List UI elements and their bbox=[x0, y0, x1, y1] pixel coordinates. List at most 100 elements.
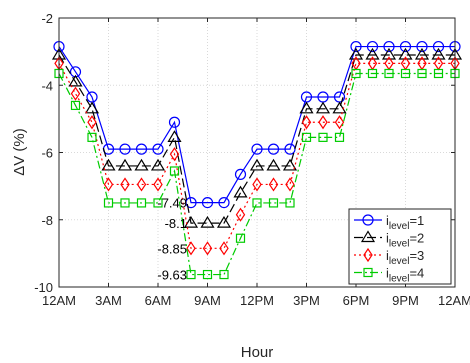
data-point bbox=[68, 74, 83, 87]
data-point bbox=[119, 143, 131, 155]
legend-label-subscript: level bbox=[389, 274, 410, 285]
legend-label-subscript: level bbox=[389, 239, 410, 250]
legend-label-suffix: =4 bbox=[409, 266, 424, 281]
x-tick-label: 9AM bbox=[194, 293, 221, 308]
series-group bbox=[51, 40, 463, 280]
legend-label-suffix: =1 bbox=[409, 213, 424, 228]
data-point bbox=[117, 158, 133, 171]
data-point bbox=[266, 158, 281, 171]
data-point bbox=[318, 115, 328, 130]
data-point bbox=[299, 101, 314, 114]
legend-label-prefix: i bbox=[386, 213, 389, 228]
data-point bbox=[219, 269, 229, 280]
legend-label-prefix: i bbox=[386, 231, 389, 246]
data-point bbox=[70, 100, 81, 111]
data-point bbox=[202, 241, 213, 256]
data-point bbox=[234, 168, 247, 180]
value-annotation: -7.49 bbox=[157, 196, 187, 211]
data-point bbox=[150, 158, 166, 171]
legend-label: ilevel=2 bbox=[386, 231, 424, 250]
data-point bbox=[398, 47, 413, 60]
data-point bbox=[185, 197, 197, 209]
data-point bbox=[351, 68, 361, 79]
data-point bbox=[268, 177, 279, 192]
y-tick-label: -10 bbox=[34, 280, 53, 295]
data-point bbox=[285, 177, 295, 192]
data-point bbox=[235, 233, 246, 243]
legend-item: ilevel=2 bbox=[354, 230, 424, 250]
data-point bbox=[334, 115, 345, 130]
data-point bbox=[414, 47, 430, 60]
x-tick-label: 6AM bbox=[145, 293, 172, 308]
data-point bbox=[282, 158, 298, 171]
data-point bbox=[216, 215, 232, 228]
legend-label: ilevel=3 bbox=[386, 248, 424, 267]
data-point bbox=[366, 40, 379, 53]
y-axis-label: ΔV (%) bbox=[11, 128, 28, 176]
y-tick-label: -6 bbox=[41, 146, 53, 161]
series-line bbox=[58, 54, 455, 224]
data-point bbox=[350, 40, 362, 53]
data-point bbox=[334, 132, 345, 142]
data-point bbox=[252, 177, 262, 192]
legend-label-suffix: =3 bbox=[409, 248, 424, 263]
value-annotation: -9.63 bbox=[157, 268, 187, 283]
data-point bbox=[348, 47, 364, 60]
y-tick-label: -4 bbox=[41, 78, 53, 93]
data-point bbox=[268, 198, 279, 208]
data-point bbox=[400, 68, 411, 79]
series-1 bbox=[53, 40, 461, 209]
data-point bbox=[183, 215, 199, 228]
data-point bbox=[103, 198, 114, 208]
data-point bbox=[200, 215, 215, 228]
data-point bbox=[87, 115, 97, 130]
series-line bbox=[58, 45, 455, 204]
legend-item: ilevel=4 bbox=[354, 266, 424, 285]
series-2 bbox=[51, 47, 463, 228]
data-point bbox=[301, 115, 312, 130]
legend-label-suffix: =2 bbox=[409, 231, 424, 246]
data-point bbox=[433, 68, 444, 79]
data-point bbox=[201, 197, 214, 209]
data-point bbox=[103, 177, 114, 192]
data-point bbox=[186, 241, 196, 256]
legend-label: ilevel=1 bbox=[386, 213, 424, 232]
series-4 bbox=[54, 68, 460, 280]
data-point bbox=[417, 68, 427, 79]
data-point bbox=[284, 143, 296, 155]
legend-marker bbox=[360, 230, 376, 243]
data-point bbox=[332, 101, 347, 114]
data-point bbox=[432, 40, 445, 53]
series-line bbox=[58, 62, 455, 249]
data-point bbox=[381, 47, 397, 60]
x-tick-label: 12PM bbox=[240, 293, 274, 308]
data-point bbox=[136, 177, 147, 192]
data-point bbox=[153, 177, 163, 192]
legend-item: ilevel=3 bbox=[354, 247, 424, 267]
legend-label-subscript: level bbox=[389, 221, 410, 232]
x-tick-label: 12AM bbox=[438, 293, 470, 308]
value-annotation: -8.1 bbox=[165, 216, 187, 231]
data-point bbox=[367, 68, 378, 79]
data-point bbox=[169, 166, 180, 176]
data-point bbox=[167, 130, 182, 142]
legend-label: ilevel=4 bbox=[386, 266, 424, 285]
series-3 bbox=[54, 56, 460, 256]
x-axis-label: Hour bbox=[241, 344, 274, 361]
data-point bbox=[233, 185, 248, 198]
data-point bbox=[285, 198, 295, 208]
annotations: -7.49 -8.1 -8.85 -9.63 bbox=[157, 196, 187, 283]
data-point bbox=[120, 177, 130, 192]
data-point bbox=[235, 207, 246, 222]
y-tick-label: -2 bbox=[41, 11, 53, 26]
data-point bbox=[431, 47, 446, 60]
data-point bbox=[252, 198, 262, 208]
data-point bbox=[365, 47, 380, 60]
data-point bbox=[383, 40, 395, 53]
legend-box bbox=[348, 208, 452, 285]
x-tick-label: 6PM bbox=[343, 293, 370, 308]
legend-marker bbox=[362, 214, 374, 226]
data-point bbox=[153, 198, 163, 208]
